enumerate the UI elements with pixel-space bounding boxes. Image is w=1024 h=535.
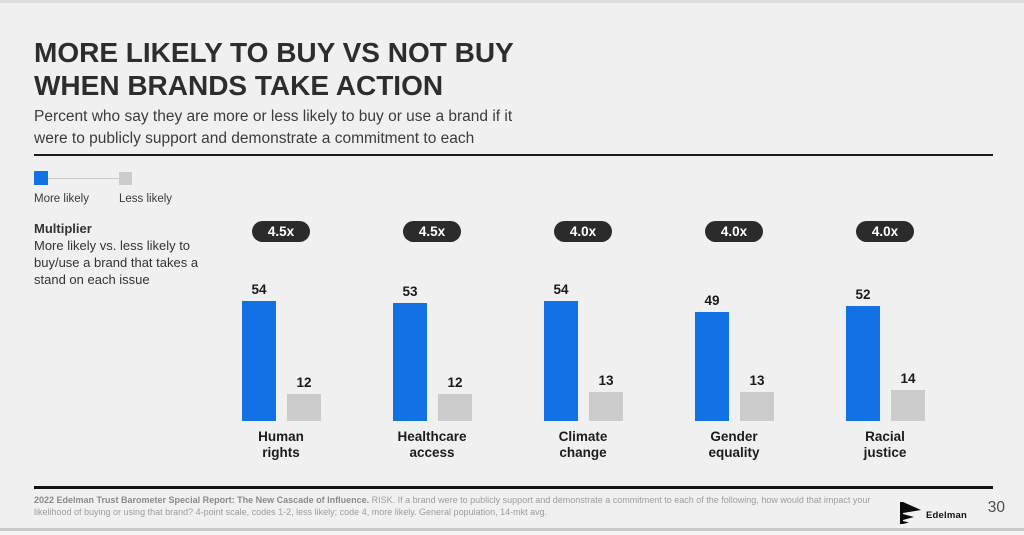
bar-value-label-more: 53 <box>402 284 418 299</box>
bar-less-likely <box>589 392 623 421</box>
category-label: Racial justice <box>825 429 945 461</box>
multiplier-pill: 4.5x <box>403 221 461 242</box>
bar-value-label-less: 12 <box>296 375 312 390</box>
category-label-line: Racial <box>865 429 905 444</box>
multiplier-pill: 4.0x <box>554 221 612 242</box>
category-label-line: justice <box>863 445 907 460</box>
footnote: 2022 Edelman Trust Barometer Special Rep… <box>34 494 870 518</box>
legend-swatch-less-likely <box>119 172 132 185</box>
bar-value-label-more: 54 <box>251 282 267 297</box>
bar-value-label-more: 49 <box>704 293 720 308</box>
bar-more-likely <box>846 306 880 421</box>
bar-more-likely <box>242 301 276 421</box>
bar-less-likely <box>740 392 774 421</box>
category-label: Human rights <box>221 429 341 461</box>
slide-top-edge <box>0 0 1024 3</box>
legend-label-more-likely: More likely <box>34 193 89 205</box>
slide-bottom-margin <box>0 531 1024 535</box>
page-subtitle: Percent who say they are more or less li… <box>34 106 512 150</box>
bar-value-label-less: 14 <box>900 371 916 386</box>
footer-divider <box>34 486 993 489</box>
multiplier-note: Multiplier More likely vs. less likely t… <box>34 220 214 288</box>
category-label: Gender equality <box>674 429 794 461</box>
page-subtitle-line2: were to publicly support and demonstrate… <box>34 130 475 147</box>
bar-value-label-more: 54 <box>553 282 569 297</box>
category-label-line: change <box>559 445 607 460</box>
page-number: 30 <box>987 499 1005 516</box>
brand-name: Edelman <box>926 510 967 521</box>
bar-value-label-less: 13 <box>598 373 614 388</box>
multiplier-pill: 4.5x <box>252 221 310 242</box>
category-label-line: Healthcare <box>397 429 467 444</box>
footnote-line2: likelihood of buying or using that brand… <box>34 507 548 517</box>
category-label-line: access <box>409 445 455 460</box>
category-label-line: Human <box>258 429 304 444</box>
bar-value-label-less: 12 <box>447 375 463 390</box>
category-label: Healthcare access <box>372 429 492 461</box>
bar-more-likely <box>695 312 729 421</box>
category-label-line: Climate <box>558 429 608 444</box>
bar-more-likely <box>393 303 427 421</box>
page-title-line1: MORE LIKELY TO BUY VS NOT BUY <box>34 37 514 68</box>
edelman-logo-icon <box>899 501 922 530</box>
brand-lockup: Edelman <box>899 501 967 530</box>
bar-less-likely <box>438 394 472 421</box>
category-label-line: Gender <box>710 429 758 444</box>
footnote-source: 2022 Edelman Trust Barometer Special Rep… <box>34 495 370 505</box>
legend-swatch-more-likely <box>34 171 48 185</box>
slide-bottom-edge <box>0 528 1024 531</box>
multiplier-note-heading: Multiplier <box>34 221 92 236</box>
legend-label-less-likely: Less likely <box>119 193 173 205</box>
category-label-line: rights <box>262 445 300 460</box>
bar-value-label-more: 52 <box>855 287 871 302</box>
multiplier-pill: 4.0x <box>856 221 914 242</box>
bar-more-likely <box>544 301 578 421</box>
category-label-line: equality <box>708 445 760 460</box>
page-title: MORE LIKELY TO BUY VS NOT BUY WHEN BRAND… <box>34 36 514 102</box>
bar-less-likely <box>287 394 321 421</box>
bar-less-likely <box>891 390 925 421</box>
category-label: Climate change <box>523 429 643 461</box>
multiplier-note-description: More likely vs. less likely to buy/use a… <box>34 238 199 287</box>
legend-connector-line <box>40 178 128 179</box>
footnote-question: RISK. If a brand were to publicly suppor… <box>369 495 871 505</box>
header-divider <box>34 154 993 156</box>
page-subtitle-line1: Percent who say they are more or less li… <box>34 108 513 125</box>
page-title-line2: WHEN BRANDS TAKE ACTION <box>34 70 444 101</box>
multiplier-pill: 4.0x <box>705 221 763 242</box>
bar-value-label-less: 13 <box>749 373 765 388</box>
footnote-line1: 2022 Edelman Trust Barometer Special Rep… <box>34 494 870 506</box>
